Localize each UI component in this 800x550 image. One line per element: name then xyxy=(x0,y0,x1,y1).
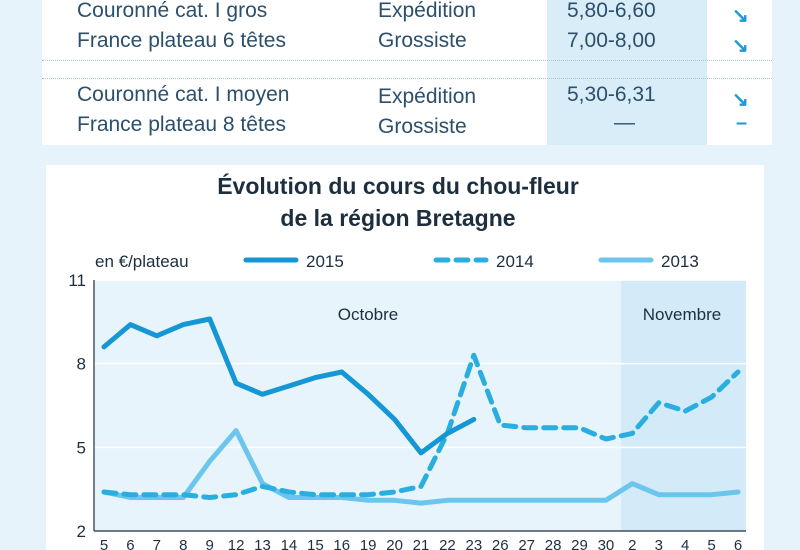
x-tick-label: 29 xyxy=(571,537,588,550)
price-table: Couronné cat. I gros Expédition 5,80-6,6… xyxy=(42,0,772,145)
market-type: Grossiste xyxy=(378,115,467,138)
x-tick-label: 20 xyxy=(386,537,403,550)
price-column-band xyxy=(547,0,707,145)
product-name: France plateau 8 têtes xyxy=(77,113,286,136)
x-tick-label: 7 xyxy=(153,537,161,550)
x-tick-label: 5 xyxy=(100,537,108,550)
price-range: 5,30-6,31 xyxy=(567,83,656,106)
product-name: Couronné cat. I gros xyxy=(77,0,268,22)
x-tick-label: 4 xyxy=(681,537,689,550)
x-tick-label: 2 xyxy=(628,537,636,550)
x-tick-label: 9 xyxy=(205,537,213,550)
x-tick-label: 30 xyxy=(598,537,615,550)
x-tick-label: 12 xyxy=(228,537,245,550)
trend-down-icon: ↘ xyxy=(732,35,749,57)
price-line-chart: Évolution du cours du chou-fleur de la r… xyxy=(68,172,746,550)
x-tick-label: 5 xyxy=(707,537,715,550)
price-range: — xyxy=(614,111,635,134)
series-line-2015 xyxy=(101,316,477,456)
y-tick-label: 2 xyxy=(77,522,86,541)
market-type: Grossiste xyxy=(378,29,467,52)
trend-flat-icon: – xyxy=(736,112,748,134)
product-name: Couronné cat. I moyen xyxy=(77,83,290,106)
legend-label-2013: 2013 xyxy=(661,252,699,271)
month-label-november: Novembre xyxy=(643,305,721,324)
month-label-october: Octobre xyxy=(338,305,398,324)
price-range: 5,80-6,60 xyxy=(567,0,656,22)
x-tick-label: 21 xyxy=(413,537,430,550)
market-type: Expédition xyxy=(378,85,477,108)
x-tick-label: 6 xyxy=(126,537,134,550)
trend-down-icon: ↘ xyxy=(732,89,749,111)
price-range: 7,00-8,00 xyxy=(567,29,656,52)
series-line-2013 xyxy=(101,428,741,506)
y-axis-unit-label: en €/plateau xyxy=(95,252,189,271)
chart-title-line2: de la région Bretagne xyxy=(280,205,515,231)
x-tick-label: 26 xyxy=(492,537,509,550)
trend-down-icon: ↘ xyxy=(732,5,749,27)
x-tick-label: 27 xyxy=(518,537,535,550)
x-tick-label: 28 xyxy=(545,537,562,550)
x-tick-label: 22 xyxy=(439,537,456,550)
x-tick-label: 3 xyxy=(655,537,663,550)
x-tick-label: 19 xyxy=(360,537,377,550)
chart-card: Évolution du cours du chou-fleur de la r… xyxy=(46,165,764,550)
x-tick-label: 13 xyxy=(254,537,271,550)
x-tick-label: 16 xyxy=(333,537,350,550)
chart-title-line1: Évolution du cours du chou-fleur xyxy=(217,172,579,199)
series-line-2014 xyxy=(101,352,741,500)
market-type: Expédition xyxy=(378,0,477,22)
table-separator xyxy=(42,78,772,79)
product-name: France plateau 6 têtes xyxy=(77,29,286,52)
table-separator xyxy=(42,60,772,61)
y-tick-label: 8 xyxy=(77,355,86,374)
y-tick-label: 5 xyxy=(77,438,86,457)
x-tick-label: 15 xyxy=(307,537,324,550)
x-tick-label: 23 xyxy=(465,537,482,550)
y-tick-label: 11 xyxy=(68,271,86,290)
x-tick-label: 8 xyxy=(179,537,187,550)
legend-label-2014: 2014 xyxy=(496,252,534,271)
x-tick-label: 6 xyxy=(734,537,742,550)
x-tick-label: 14 xyxy=(281,537,298,550)
legend-label-2015: 2015 xyxy=(306,252,344,271)
